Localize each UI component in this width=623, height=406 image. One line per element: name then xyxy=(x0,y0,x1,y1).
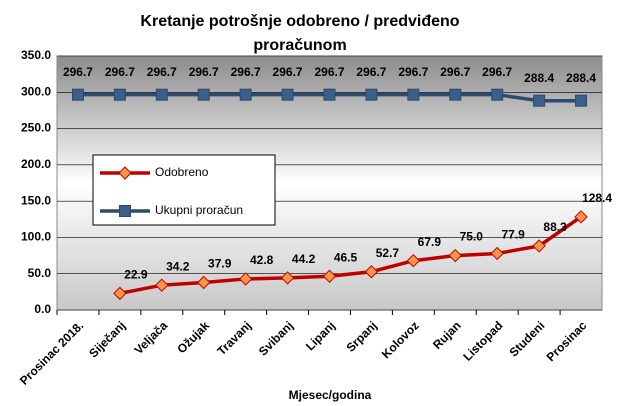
marker xyxy=(365,88,378,101)
marker xyxy=(323,88,336,101)
marker xyxy=(322,269,337,283)
data-label: 296.7 xyxy=(482,65,512,79)
y-tick-label: 0.0 xyxy=(34,302,51,316)
data-label: 88.3 xyxy=(543,220,567,234)
marker xyxy=(280,271,295,285)
x-tick-label: Lipanj xyxy=(303,318,338,353)
data-label: 75.0 xyxy=(460,230,484,244)
x-tick-label: Svibanj xyxy=(256,318,296,358)
marker xyxy=(197,275,211,290)
x-tick-label: Srpanj xyxy=(343,318,379,354)
x-tick-label: Ožujak xyxy=(174,318,212,356)
legend-label: Odobreno xyxy=(155,165,209,179)
legend: Odobreno Ukupni proračun xyxy=(92,154,276,226)
marker xyxy=(71,88,84,101)
data-label: 42.8 xyxy=(250,253,274,267)
series-line xyxy=(119,215,583,296)
data-label: 37.9 xyxy=(208,257,232,271)
chart-title: Kretanje potrošnje odobreno / predviđeno… xyxy=(140,13,459,54)
data-label: 288.4 xyxy=(566,71,596,85)
data-label: 46.5 xyxy=(334,250,358,264)
y-tick-label: 200.0 xyxy=(21,157,51,171)
y-tick-label: 50.0 xyxy=(28,266,52,280)
data-label: 296.7 xyxy=(440,65,470,79)
marker xyxy=(155,88,168,101)
data-label: 296.7 xyxy=(356,65,386,79)
x-tick-label: Kolovoz xyxy=(379,318,422,361)
marker xyxy=(490,246,504,261)
marker xyxy=(238,272,253,286)
data-label: 22.9 xyxy=(124,268,148,282)
data-label: 67.9 xyxy=(418,235,442,249)
x-tick-label: Prosinac 2018. xyxy=(17,318,86,387)
x-tick-label: Siječanj xyxy=(86,318,128,360)
marker xyxy=(533,94,546,107)
marker xyxy=(449,88,462,101)
data-label: 296.7 xyxy=(314,65,344,79)
x-tick-label: Listopad xyxy=(460,318,505,363)
marker xyxy=(406,254,421,268)
data-label: 296.7 xyxy=(105,65,135,79)
legend-marker xyxy=(118,166,132,180)
data-label: 128.4 xyxy=(582,191,612,205)
legend-marker xyxy=(119,205,131,217)
marker xyxy=(448,248,462,263)
data-label: 296.7 xyxy=(63,65,93,79)
data-label: 44.2 xyxy=(292,252,316,266)
marker xyxy=(407,88,420,101)
data-label: 77.9 xyxy=(502,228,526,242)
y-tick-label: 150.0 xyxy=(21,193,51,207)
marker xyxy=(239,88,252,101)
x-tick-label: Veljača xyxy=(131,318,170,357)
data-label: 296.7 xyxy=(189,65,219,79)
x-tick-label: Travanj xyxy=(214,318,254,358)
x-tick-label: Prosinac xyxy=(544,318,590,364)
data-label: 296.7 xyxy=(273,65,303,79)
data-label: 34.2 xyxy=(166,259,190,273)
y-tick-label: 100.0 xyxy=(21,230,51,244)
data-label: 52.7 xyxy=(376,246,400,260)
marker xyxy=(491,88,504,101)
y-tick-label: 300.0 xyxy=(21,84,51,98)
marker xyxy=(574,210,588,224)
marker xyxy=(155,278,169,292)
data-label: 288.4 xyxy=(524,71,554,85)
x-tick-label: Studeni xyxy=(506,318,547,359)
data-label: 296.7 xyxy=(147,65,177,79)
marker xyxy=(532,239,546,253)
marker xyxy=(113,286,127,301)
data-label: 296.7 xyxy=(398,65,428,79)
x-axis-label: Mjesec/godina xyxy=(289,388,372,402)
marker xyxy=(281,88,294,101)
data-label: 296.7 xyxy=(231,65,261,79)
marker xyxy=(113,88,126,101)
marker xyxy=(197,88,210,101)
x-tick-label: Rujan xyxy=(430,318,463,351)
y-tick-label: 350.0 xyxy=(21,48,51,62)
y-tick-label: 250.0 xyxy=(21,121,51,135)
marker xyxy=(575,94,588,107)
marker xyxy=(364,265,379,279)
legend-label: Ukupni proračun xyxy=(155,203,243,217)
